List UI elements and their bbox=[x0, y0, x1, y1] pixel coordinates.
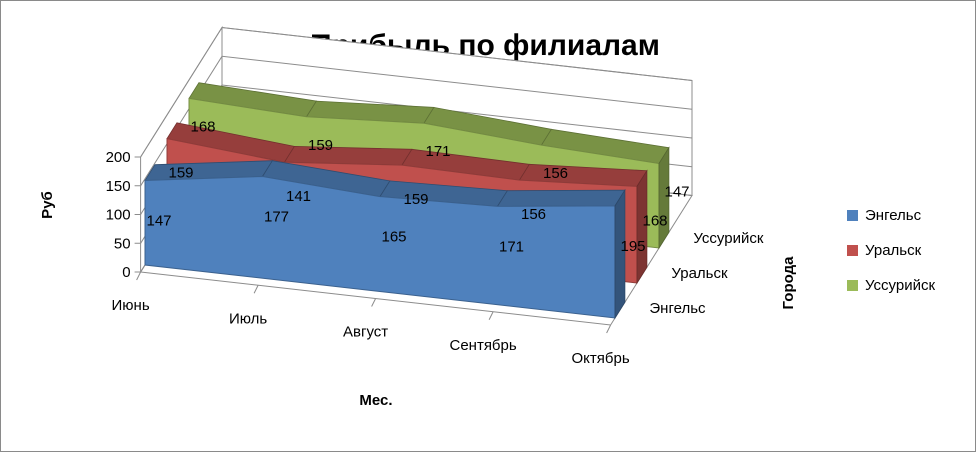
data-label: 147 bbox=[146, 212, 171, 229]
legend: Энгельс Уральск Уссурийск bbox=[847, 207, 935, 294]
x-axis-ticks: Июнь Июль Август Сентябрь Октябрь bbox=[112, 271, 630, 367]
x-axis-title: Мес. bbox=[359, 392, 392, 409]
series-front-Энгельс bbox=[144, 175, 616, 319]
y-tick-label: 50 bbox=[114, 235, 131, 252]
data-label: 168 bbox=[642, 212, 667, 229]
gridline bbox=[140, 26, 693, 158]
x-tick-mark bbox=[136, 271, 142, 281]
data-labels: 147 177 165 171 195 159 141 159 156 168 168 159 171 1… bbox=[146, 118, 689, 255]
x-tick-mark bbox=[371, 298, 377, 307]
legend-label: Уральск bbox=[865, 242, 922, 259]
x-tick-label: Август bbox=[343, 324, 388, 341]
x-tick-label: Июль bbox=[229, 310, 267, 327]
depth-axis-ticks: Энгельс Уральск Уссурийск bbox=[649, 230, 763, 317]
data-label: 156 bbox=[543, 165, 568, 182]
x-tick-label: Июнь bbox=[112, 297, 150, 314]
y-tick-label: 150 bbox=[106, 178, 131, 195]
series-end-Энгельс bbox=[614, 188, 626, 320]
data-label: 147 bbox=[664, 183, 689, 200]
data-label: 171 bbox=[425, 143, 450, 160]
data-label: 165 bbox=[381, 229, 406, 246]
series-layer bbox=[144, 82, 670, 320]
data-label: 159 bbox=[168, 165, 193, 182]
legend-label: Уссурийск bbox=[865, 277, 935, 294]
y-tick-label: 100 bbox=[106, 207, 131, 224]
data-label: 159 bbox=[308, 137, 333, 154]
data-label: 141 bbox=[286, 188, 311, 205]
x-tick-mark bbox=[606, 324, 612, 334]
y-tick-label: 0 bbox=[122, 264, 130, 281]
data-label: 159 bbox=[403, 191, 428, 208]
series-1 bbox=[144, 160, 626, 320]
depth-tick-label: Энгельс bbox=[649, 300, 706, 317]
x-tick-mark bbox=[488, 311, 494, 320]
legend-swatch bbox=[847, 245, 858, 256]
data-label: 177 bbox=[264, 208, 289, 225]
legend-swatch bbox=[847, 210, 858, 221]
y-axis-ticks: 0 50 100 150 200 bbox=[106, 149, 141, 281]
series-end-Уральск bbox=[636, 169, 648, 285]
data-label: 156 bbox=[521, 206, 546, 223]
depth-tick-label: Уссурийск bbox=[693, 230, 763, 247]
series-top-Энгельс bbox=[496, 189, 626, 207]
data-label: 168 bbox=[190, 118, 215, 135]
x-tick-label: Октябрь bbox=[572, 350, 630, 367]
legend-label: Энгельс bbox=[865, 207, 922, 224]
series-end-Уссурийск bbox=[658, 146, 670, 250]
x-tick-label: Сентябрь bbox=[449, 337, 516, 354]
data-label: 195 bbox=[620, 238, 645, 255]
legend-swatch bbox=[847, 280, 858, 291]
depth-axis-title: Города bbox=[780, 256, 797, 310]
x-tick-mark bbox=[253, 285, 259, 294]
depth-tick-label: Уральск bbox=[671, 265, 728, 282]
y-axis-title: Руб bbox=[39, 191, 56, 219]
y-tick-label: 200 bbox=[106, 149, 131, 166]
data-label: 171 bbox=[499, 238, 524, 255]
